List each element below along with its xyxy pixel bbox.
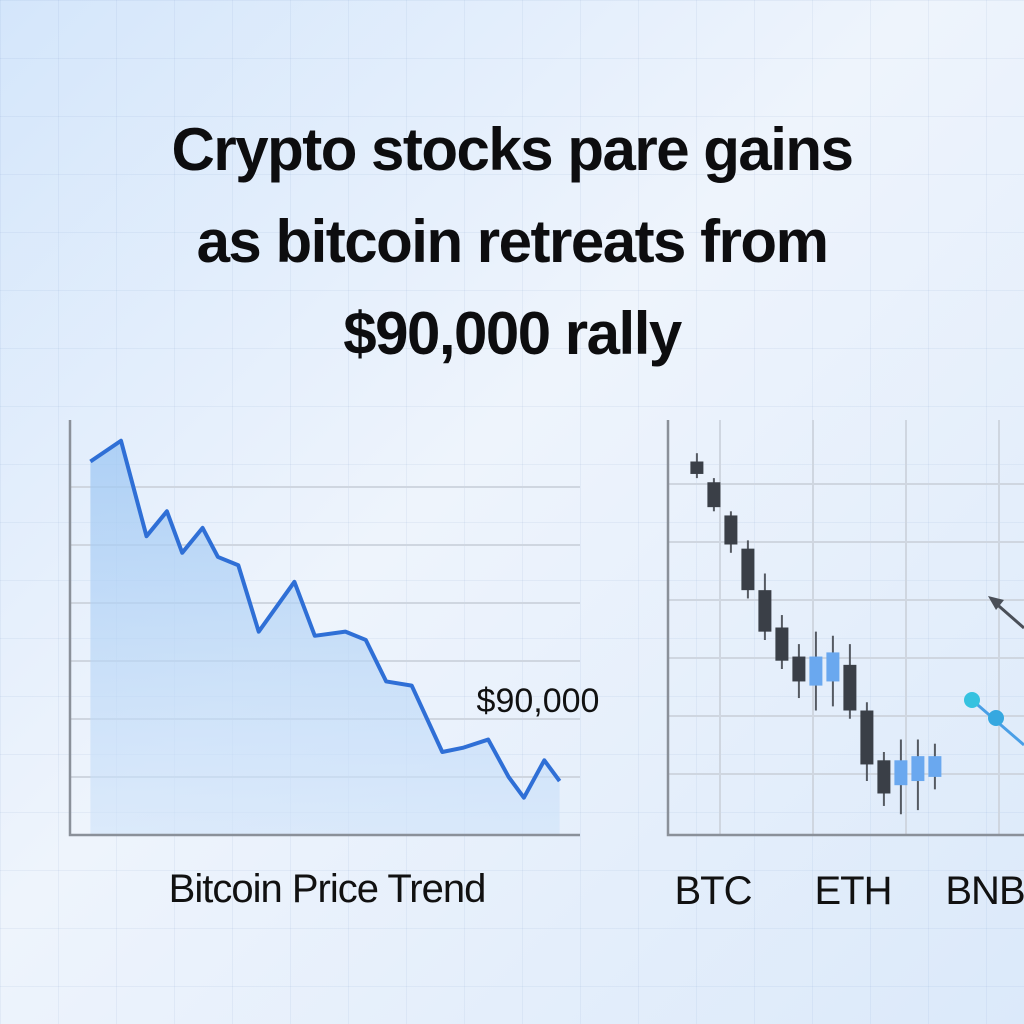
candle-body: [843, 664, 857, 711]
arrow-head: [988, 596, 1004, 610]
candle-body: [792, 656, 806, 682]
candle-body: [877, 760, 891, 794]
candle-body: [809, 656, 823, 686]
axis: [68, 420, 580, 837]
axis: [666, 420, 1024, 837]
chart-label: Bitcoin Price Trend: [169, 867, 486, 911]
headline-line: $90,000 rally: [343, 300, 683, 367]
headline-line: as bitcoin retreats from: [197, 208, 828, 275]
candle-body: [860, 710, 874, 765]
candle-body: [690, 461, 704, 474]
line-chart: [68, 420, 580, 837]
headline-line: Crypto stocks pare gains: [172, 116, 853, 183]
candle-body: [741, 548, 755, 591]
candle-body: [775, 627, 789, 661]
candle-body: [911, 756, 925, 782]
candle-body: [826, 652, 840, 682]
area: [90, 440, 560, 835]
x-category-label: BTC: [675, 869, 752, 913]
line: [89, 438, 562, 800]
candle-body: [724, 515, 738, 545]
dot: [988, 710, 1004, 726]
dot: [964, 692, 980, 708]
candle-body: [758, 590, 772, 632]
x-category-label: BNB: [945, 869, 1024, 913]
candle-body: [928, 756, 942, 777]
x-category-label: ETH: [815, 869, 892, 913]
candle-body: [707, 482, 721, 508]
annotation: $90,000: [477, 682, 600, 720]
candle-body: [894, 760, 908, 786]
candlestick-chart: [666, 420, 1024, 837]
